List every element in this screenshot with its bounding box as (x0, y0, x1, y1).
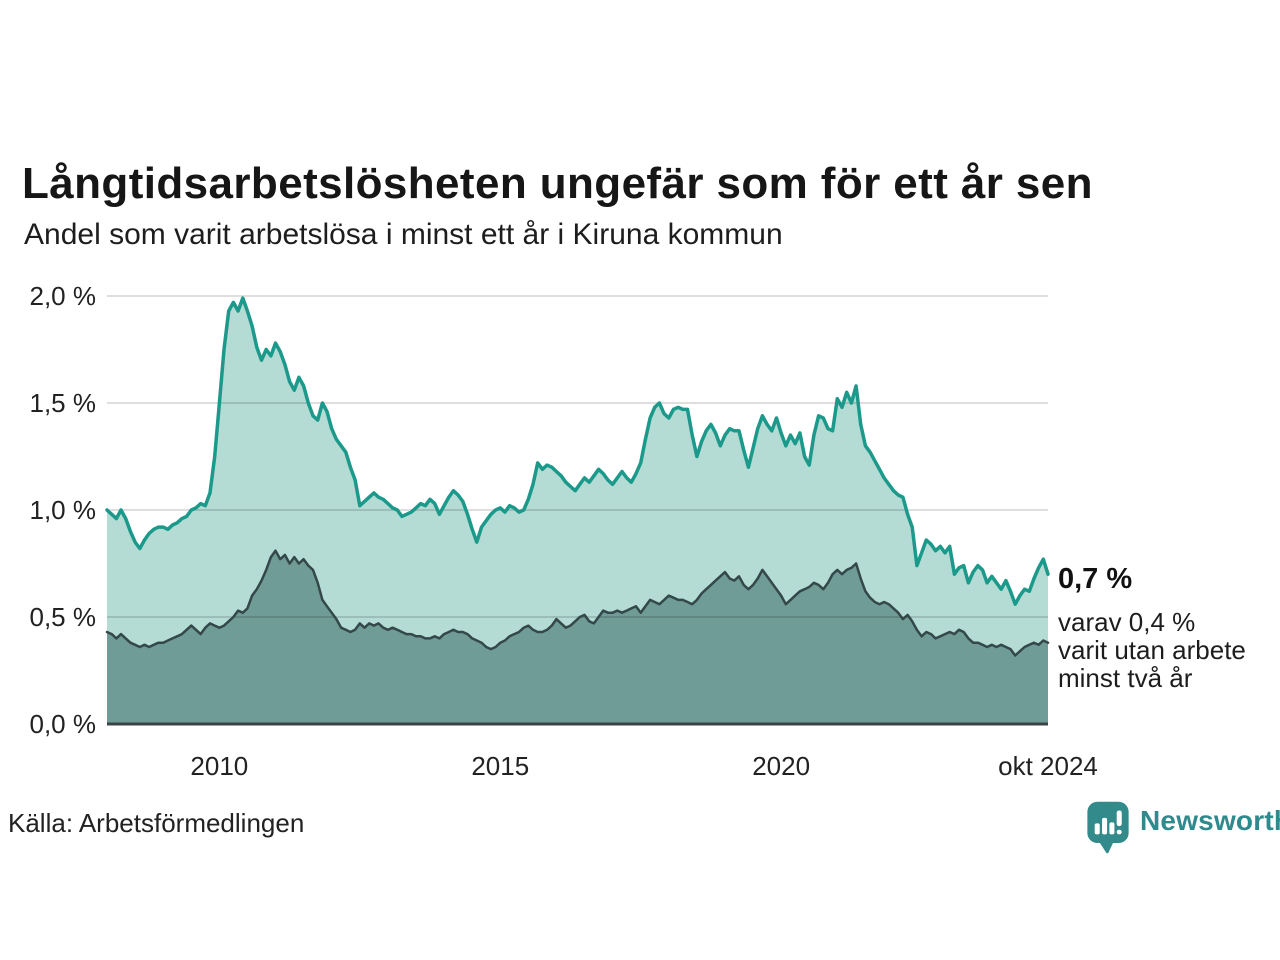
chart-subtitle: Andel som varit arbetslösa i minst ett å… (24, 218, 783, 251)
series-2-area (107, 550, 1048, 724)
bar-chart-speech-bubble-icon (1087, 801, 1129, 854)
series-2-line (105, 549, 1050, 657)
detail-line-1: varav 0,4 % (1058, 607, 1196, 637)
y-tick-label: 1,0 % (30, 495, 97, 525)
x-tick-label: okt 2024 (998, 751, 1098, 781)
y-tick-label: 1,5 % (30, 388, 97, 418)
series-1-line (105, 296, 1050, 606)
x-tick-label: 2020 (752, 751, 810, 781)
y-tick-label: 0,5 % (30, 602, 97, 632)
latest-value-label: 0,7 % (1058, 563, 1133, 595)
source-text: Källa: Arbetsförmedlingen (8, 808, 305, 838)
detail-line-3: minst två år (1058, 663, 1193, 693)
detail-line-2: varit utan arbete (1058, 635, 1246, 665)
y-tick-label: 2,0 % (30, 281, 97, 311)
y-tick-label: 0,0 % (30, 709, 97, 739)
x-tick-label: 2010 (190, 751, 248, 781)
page-title: Långtidsarbetslösheten ungefär som för e… (22, 159, 1093, 209)
newsworthy-logo-text: Newsworthy (1140, 805, 1280, 836)
newsworthy-logo: Newsworthy (1086, 800, 1280, 854)
x-tick-label: 2015 (471, 751, 529, 781)
latest-value-detail: varav 0,4 % varit utan arbete minst två … (1058, 608, 1246, 692)
